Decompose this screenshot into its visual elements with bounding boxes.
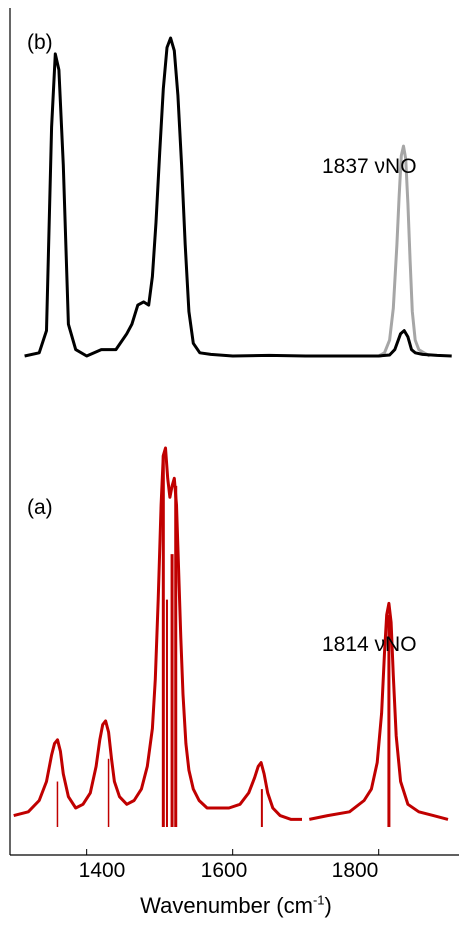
x-axis-label: Wavenumber (cm-1) xyxy=(140,893,332,919)
panel-label-a: (a) xyxy=(27,496,53,519)
x-tick-label-1400: 1400 xyxy=(78,859,126,882)
series-layer xyxy=(13,36,452,827)
series-a-line-1 xyxy=(308,601,449,821)
annotation-a: 1814 νNO xyxy=(322,633,417,656)
panel-label-b: (b) xyxy=(27,31,53,54)
x-tick-label-1800: 1800 xyxy=(331,859,379,882)
x-axis-label-close: ) xyxy=(324,893,332,918)
annotation-b: 1837 νNO xyxy=(322,155,417,178)
x-axis-label-text: Wavenumber (cm xyxy=(140,893,313,918)
x-tick-label-1600: 1600 xyxy=(200,859,248,882)
x-tick-marks xyxy=(86,849,380,855)
series-a-line-0 xyxy=(13,446,302,821)
series-b-overlay-line xyxy=(377,144,431,358)
series-b-main-line xyxy=(24,36,452,358)
x-axis-label-exponent: -1 xyxy=(312,892,325,908)
